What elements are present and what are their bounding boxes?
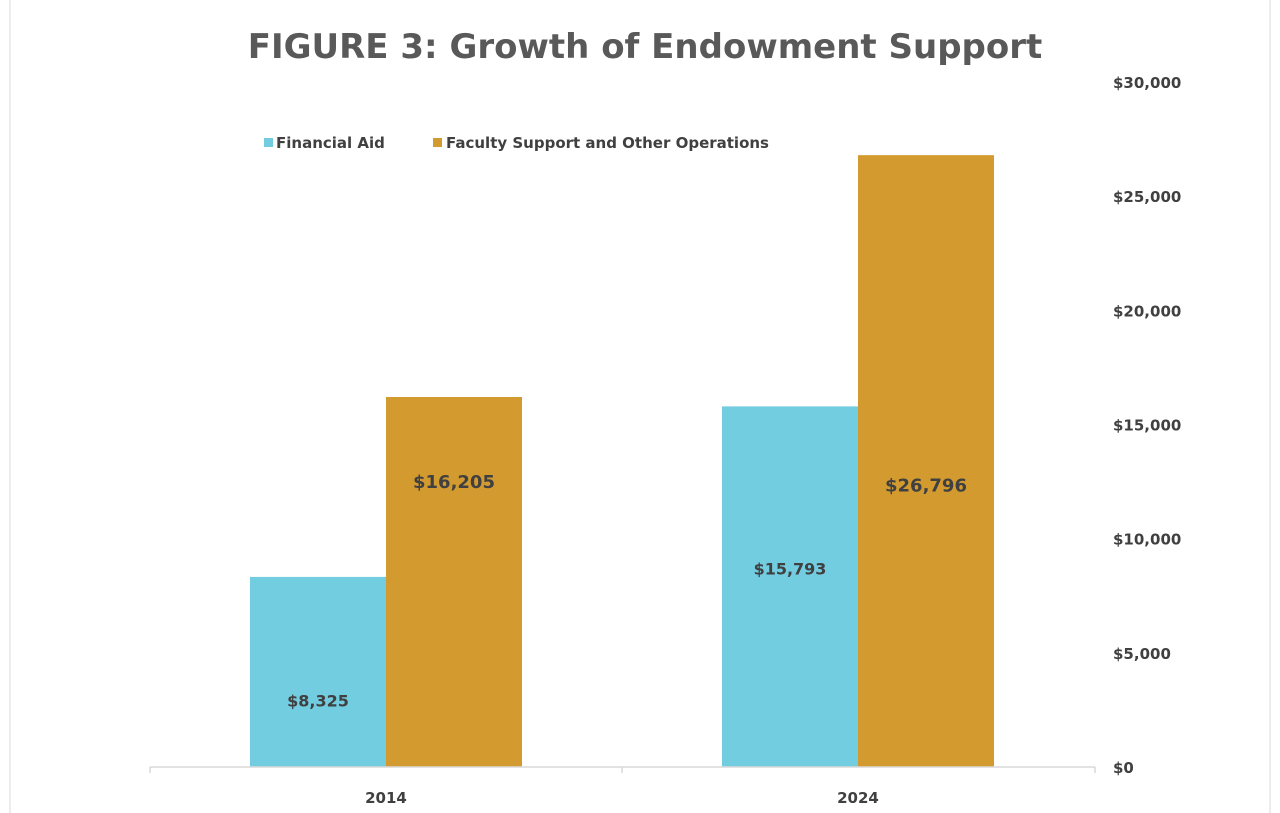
- bar-financial-aid-2014: [250, 576, 386, 767]
- legend-swatch-financial-aid: [264, 138, 273, 147]
- bar-faculty-support-2014: [386, 396, 522, 767]
- y-tick-label: $25,000: [1113, 188, 1181, 206]
- y-tick-label: $5,000: [1113, 645, 1171, 663]
- legend-label-faculty-support: Faculty Support and Other Operations: [446, 134, 769, 152]
- y-axis-tick-labels: $0 $5,000 $10,000 $15,000 $20,000 $25,000 $30,…: [1113, 74, 1181, 777]
- x-category-label-2024: 2024: [837, 789, 879, 807]
- chart-title: FIGURE 3: Growth of Endowment Support: [248, 27, 1043, 67]
- y-tick-label: $20,000: [1113, 302, 1181, 320]
- y-tick-label: $15,000: [1113, 417, 1181, 435]
- data-label-financial-aid-2024: $15,793: [754, 560, 827, 579]
- bar-group: [250, 155, 994, 767]
- legend-label-financial-aid: Financial Aid: [276, 134, 385, 152]
- legend-swatch-faculty-support: [433, 138, 442, 147]
- bar-faculty-support-2024: [858, 155, 994, 767]
- x-category-label-2014: 2014: [365, 789, 407, 807]
- y-tick-label: $30,000: [1113, 74, 1181, 92]
- data-label-faculty-support-2014: $16,205: [413, 472, 495, 493]
- legend: Financial Aid Faculty Support and Other …: [264, 134, 769, 152]
- y-tick-label: $10,000: [1113, 531, 1181, 549]
- y-tick-label: $0: [1113, 759, 1134, 777]
- data-label-faculty-support-2024: $26,796: [885, 476, 967, 497]
- bar-financial-aid-2024: [722, 406, 858, 767]
- data-label-financial-aid-2014: $8,325: [287, 691, 349, 710]
- data-label-group: $8,325 $16,205 $15,793 $26,796: [287, 472, 967, 710]
